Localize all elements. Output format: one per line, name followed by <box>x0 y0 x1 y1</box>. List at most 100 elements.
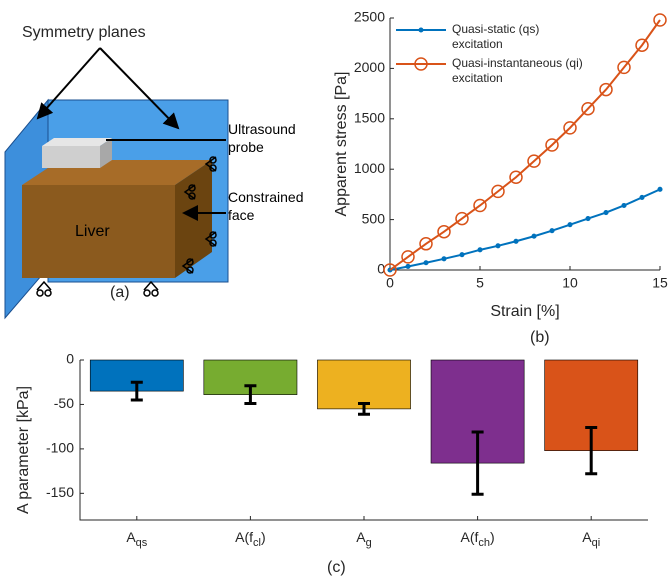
plot-area <box>390 18 660 270</box>
marker <box>599 82 613 97</box>
x-tick-label: Aqi <box>582 529 600 549</box>
legend-label: Quasi-instantaneous (qi) excitation <box>452 56 583 85</box>
marker <box>527 154 541 168</box>
error-bar <box>358 402 370 416</box>
x-tick-label-part: A <box>126 529 136 545</box>
y-tick-label: 2000 <box>354 59 385 75</box>
y-axis-label: A parameter [kPa] <box>15 386 32 514</box>
marker <box>495 243 501 249</box>
error-bar <box>585 426 598 476</box>
x-tick-label-part: A <box>582 529 592 545</box>
x-tick-label-part: A <box>356 529 366 545</box>
panel-label: (c) <box>327 559 346 576</box>
marker <box>621 202 627 209</box>
marker <box>455 211 469 226</box>
marker <box>635 38 649 52</box>
probe-top <box>42 138 112 146</box>
marker <box>383 263 397 277</box>
panel-label: (a) <box>110 284 130 301</box>
marker <box>603 209 609 216</box>
marker <box>549 228 555 234</box>
x-tick-label: Aqs <box>126 529 147 549</box>
marker <box>423 260 429 266</box>
marker <box>405 263 411 270</box>
marker <box>563 121 577 135</box>
x-tick-label: 15 <box>652 275 668 291</box>
y-axis-label: Apparent stress [Pa] <box>333 72 350 217</box>
x-tick-label: Ag <box>356 529 371 549</box>
error-bar-shape <box>585 426 598 476</box>
diagram-label: Constrained face <box>228 189 304 223</box>
x-tick-label-part: A(f <box>461 529 479 545</box>
marker <box>459 252 465 258</box>
x-tick-label: 0 <box>386 275 394 291</box>
marker <box>513 238 519 244</box>
y-tick-label: 2500 <box>354 9 385 25</box>
diagram-label: Symmetry planes <box>22 24 146 41</box>
error-bar <box>471 430 484 496</box>
x-tick-label-part: ch <box>478 537 490 549</box>
y-tick-label: 0 <box>66 351 74 367</box>
x-tick-label-part: ) <box>490 529 495 545</box>
series-line <box>389 19 661 271</box>
error-bar-shape <box>471 430 484 496</box>
legend-marker <box>418 27 424 33</box>
probe-side <box>100 138 112 168</box>
x-tick-label: 5 <box>476 275 484 291</box>
x-tick-label-part: ) <box>261 529 266 545</box>
y-tick-label: 500 <box>362 210 386 226</box>
marker <box>437 224 451 239</box>
marker <box>567 222 573 228</box>
x-tick-label: A(fcl) <box>235 529 266 549</box>
series-line <box>389 188 661 271</box>
y-tick-label: 1000 <box>354 160 385 176</box>
x-tick-label: A(fch) <box>461 529 495 549</box>
marker <box>509 170 523 185</box>
error-bar <box>130 380 143 402</box>
x-tick-label-part: qs <box>136 537 148 549</box>
marker <box>473 198 487 213</box>
x-tick-label-part: qi <box>592 537 601 549</box>
liver-front <box>22 185 175 278</box>
diagram-label: Ultrasound probe <box>228 121 296 155</box>
legend-marker <box>414 57 428 71</box>
supports <box>36 156 217 297</box>
marker <box>657 186 663 192</box>
marker <box>639 194 645 200</box>
error-bar <box>244 384 257 406</box>
y-tick-label: -50 <box>54 395 74 411</box>
x-tick-label-part: g <box>366 537 372 549</box>
legend-label: Quasi-static (qs) excitation <box>452 22 540 51</box>
error-bar-shape <box>130 380 143 402</box>
y-tick-label: 1500 <box>354 110 385 126</box>
marker <box>441 256 447 262</box>
marker <box>545 138 559 152</box>
marker <box>491 184 505 199</box>
marker <box>477 247 483 253</box>
y-tick-label: 0 <box>377 261 385 277</box>
x-tick-label-part: A(f <box>235 529 253 545</box>
marker <box>401 250 415 264</box>
error-bar-shape <box>358 402 370 416</box>
marker <box>419 237 433 251</box>
bar <box>317 359 411 410</box>
marker <box>581 101 595 116</box>
arrow <box>99 47 180 130</box>
x-tick-label: 10 <box>562 275 578 291</box>
error-bar-shape <box>244 384 257 406</box>
x-axis-label: Strain [%] <box>490 303 559 320</box>
x-tick-label-part: cl <box>253 537 261 549</box>
marker <box>617 60 631 75</box>
panel-label: (b) <box>530 329 550 346</box>
arrow <box>36 47 101 120</box>
axes <box>79 360 648 521</box>
y-tick-label: -150 <box>46 484 74 500</box>
marker <box>653 13 667 27</box>
y-tick-label: -100 <box>46 440 74 456</box>
diagram-label: Liver <box>75 223 110 240</box>
marker <box>585 216 591 222</box>
probe-front <box>42 146 100 168</box>
marker <box>531 233 537 239</box>
